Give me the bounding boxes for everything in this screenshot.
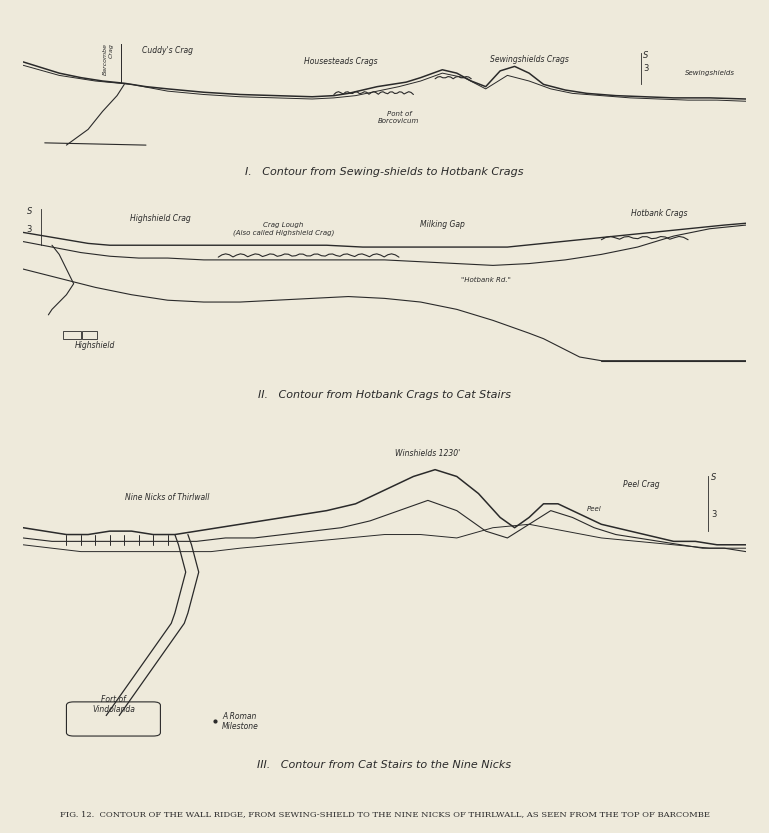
Text: Sewingshields: Sewingshields: [685, 70, 735, 77]
Text: Winshields 1230': Winshields 1230': [395, 449, 461, 458]
Text: Highshield: Highshield: [75, 341, 115, 350]
Text: 3: 3: [27, 226, 32, 234]
Bar: [82, 332, 97, 339]
Text: Peel: Peel: [587, 506, 601, 511]
Text: S: S: [27, 207, 32, 216]
Text: Hotbank Crags: Hotbank Crags: [631, 209, 687, 218]
Text: II.   Contour from Hotbank Crags to Cat Stairs: II. Contour from Hotbank Crags to Cat St…: [258, 390, 511, 400]
Text: Housesteads Crags: Housesteads Crags: [305, 57, 378, 66]
Text: Highshield Crag: Highshield Crag: [130, 214, 191, 223]
Text: Pont of
Borcovicum: Pont of Borcovicum: [378, 111, 420, 123]
Text: S: S: [711, 473, 717, 482]
Text: FIG. 12.  CONTOUR OF THE WALL RIDGE, FROM SEWING-SHIELD TO THE NINE NICKS OF THI: FIG. 12. CONTOUR OF THE WALL RIDGE, FROM…: [59, 810, 710, 818]
Bar: [63, 332, 81, 339]
Text: "Hotbank Rd.": "Hotbank Rd.": [461, 277, 511, 283]
Text: A Roman
Milestone: A Roman Milestone: [221, 712, 258, 731]
Text: Sewingshields Crags: Sewingshields Crags: [490, 55, 568, 64]
Text: Barcombe
Crag: Barcombe Crag: [102, 42, 113, 75]
Text: III.   Contour from Cat Stairs to the Nine Nicks: III. Contour from Cat Stairs to the Nine…: [258, 760, 511, 770]
Text: Cuddy's Crag: Cuddy's Crag: [142, 46, 193, 55]
Text: 3: 3: [711, 511, 717, 520]
Text: 3: 3: [644, 64, 649, 73]
Text: Milking Gap: Milking Gap: [420, 220, 464, 229]
Text: Fort of
Vindolanda: Fort of Vindolanda: [92, 695, 135, 714]
Text: I.   Contour from Sewing-shields to Hotbank Crags: I. Contour from Sewing-shields to Hotban…: [245, 167, 524, 177]
Text: Crag Lough
(Also called Highshield Crag): Crag Lough (Also called Highshield Crag): [232, 222, 334, 236]
Text: Peel Crag: Peel Crag: [623, 480, 660, 489]
Text: S: S: [644, 51, 649, 60]
Text: Nine Nicks of Thirlwall: Nine Nicks of Thirlwall: [125, 493, 210, 502]
